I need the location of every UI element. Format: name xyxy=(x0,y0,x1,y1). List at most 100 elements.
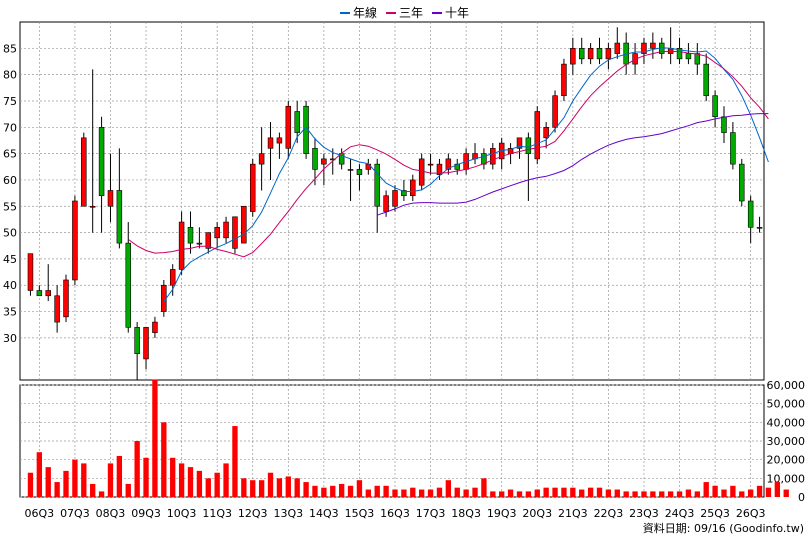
volume-tick-label: 60,000 xyxy=(767,379,806,392)
candle-body xyxy=(543,126,549,139)
volume-tick-label: 30,000 xyxy=(767,435,806,448)
volume-bar xyxy=(454,487,460,497)
volume-bar xyxy=(463,489,469,497)
x-tick-label: 21Q3 xyxy=(558,507,588,520)
candle-body xyxy=(223,221,229,239)
volume-bar xyxy=(81,463,87,497)
candle-body xyxy=(178,221,185,270)
volume-bar xyxy=(712,485,718,497)
volume-bar xyxy=(676,491,683,497)
legend-item-three-year: 三年 xyxy=(386,4,423,21)
volume-bar xyxy=(356,480,363,497)
candle-body xyxy=(587,48,594,60)
candle xyxy=(143,327,149,370)
volume-bar xyxy=(54,482,60,497)
volume-bar xyxy=(685,489,692,497)
candle-body xyxy=(410,179,416,197)
volume-bar xyxy=(596,487,603,497)
y-tick-label: 70 xyxy=(3,121,17,134)
volume-bar xyxy=(525,491,532,497)
volume-bar xyxy=(765,487,772,497)
volume-bar xyxy=(614,489,620,497)
candle xyxy=(641,37,647,65)
y-tick-label: 80 xyxy=(3,69,17,82)
legend-label: 年線 xyxy=(353,6,378,20)
volume-bar xyxy=(312,485,318,497)
x-tick-label: 06Q3 xyxy=(25,507,55,520)
candle-body xyxy=(143,327,149,360)
candle-body xyxy=(534,111,541,160)
volume-bar xyxy=(170,457,176,497)
volume-bar xyxy=(45,467,51,497)
candle-body xyxy=(605,48,612,60)
candle xyxy=(596,37,603,65)
volume-bar xyxy=(747,489,754,497)
volume-bar xyxy=(143,457,149,497)
y-tick-label: 35 xyxy=(3,306,17,319)
candle-body xyxy=(116,190,123,244)
volume-tick-label: 20,000 xyxy=(767,454,806,467)
volume-bar xyxy=(63,470,69,497)
volume-bar xyxy=(383,485,389,497)
volume-bar xyxy=(445,480,452,497)
candle xyxy=(347,158,354,201)
footer-source: 資料日期: 09/16 (Goodinfo.tw) xyxy=(642,522,804,535)
candle-body xyxy=(703,63,709,97)
candle-body xyxy=(152,321,158,333)
candle xyxy=(525,132,532,201)
candle-body xyxy=(756,227,763,229)
volume-bar xyxy=(516,491,523,497)
candle-body xyxy=(481,153,487,165)
candle-body xyxy=(187,227,194,244)
volume-bar xyxy=(419,489,425,497)
volume-bar xyxy=(152,379,158,497)
candle xyxy=(45,264,51,302)
candle-body xyxy=(72,200,78,281)
x-tick-label: 09Q3 xyxy=(131,507,161,520)
candle xyxy=(249,158,256,217)
candle-body xyxy=(241,205,247,244)
volume-bar xyxy=(472,487,478,497)
volume-bar xyxy=(285,476,291,497)
candle-body xyxy=(374,163,380,207)
x-tick-label: 25Q3 xyxy=(700,507,730,520)
volume-bar xyxy=(27,472,34,497)
x-tick-label: 24Q3 xyxy=(665,507,695,520)
candle xyxy=(294,100,300,144)
candle xyxy=(312,137,318,186)
candle xyxy=(721,106,727,144)
candle xyxy=(614,27,621,59)
volume-bar xyxy=(365,489,371,497)
y-tick-label: 65 xyxy=(3,148,17,161)
candle xyxy=(285,100,292,159)
volume-bar xyxy=(623,491,629,497)
volume-tick-label: 0 xyxy=(798,491,805,504)
candle xyxy=(730,122,736,170)
candle-body xyxy=(321,158,327,165)
ma-line xyxy=(128,51,769,258)
volume-panel: 0 10,000 20,000 30,000 40,000 50,000 60,000 xyxy=(19,379,806,504)
x-tick-label: 20Q3 xyxy=(522,507,552,520)
candle xyxy=(81,132,87,207)
volume-bar xyxy=(534,489,540,497)
candle xyxy=(169,264,176,296)
candle xyxy=(63,274,69,323)
candle xyxy=(418,153,425,191)
y-tick-label: 40 xyxy=(3,279,17,292)
volume-bar xyxy=(161,422,167,497)
candle-body xyxy=(214,227,220,239)
volume-bar xyxy=(90,483,96,497)
candle-body xyxy=(712,95,718,118)
candle xyxy=(267,122,274,180)
volume-bar xyxy=(196,470,203,497)
volume-bar xyxy=(330,485,336,497)
candle xyxy=(578,37,585,65)
x-tick-label: 19Q3 xyxy=(487,507,517,520)
candle xyxy=(223,216,229,244)
candle xyxy=(258,127,265,191)
candle xyxy=(739,158,745,207)
x-tick-label: 22Q3 xyxy=(594,507,624,520)
volume-bar xyxy=(632,491,638,497)
volume-bar xyxy=(721,489,727,497)
